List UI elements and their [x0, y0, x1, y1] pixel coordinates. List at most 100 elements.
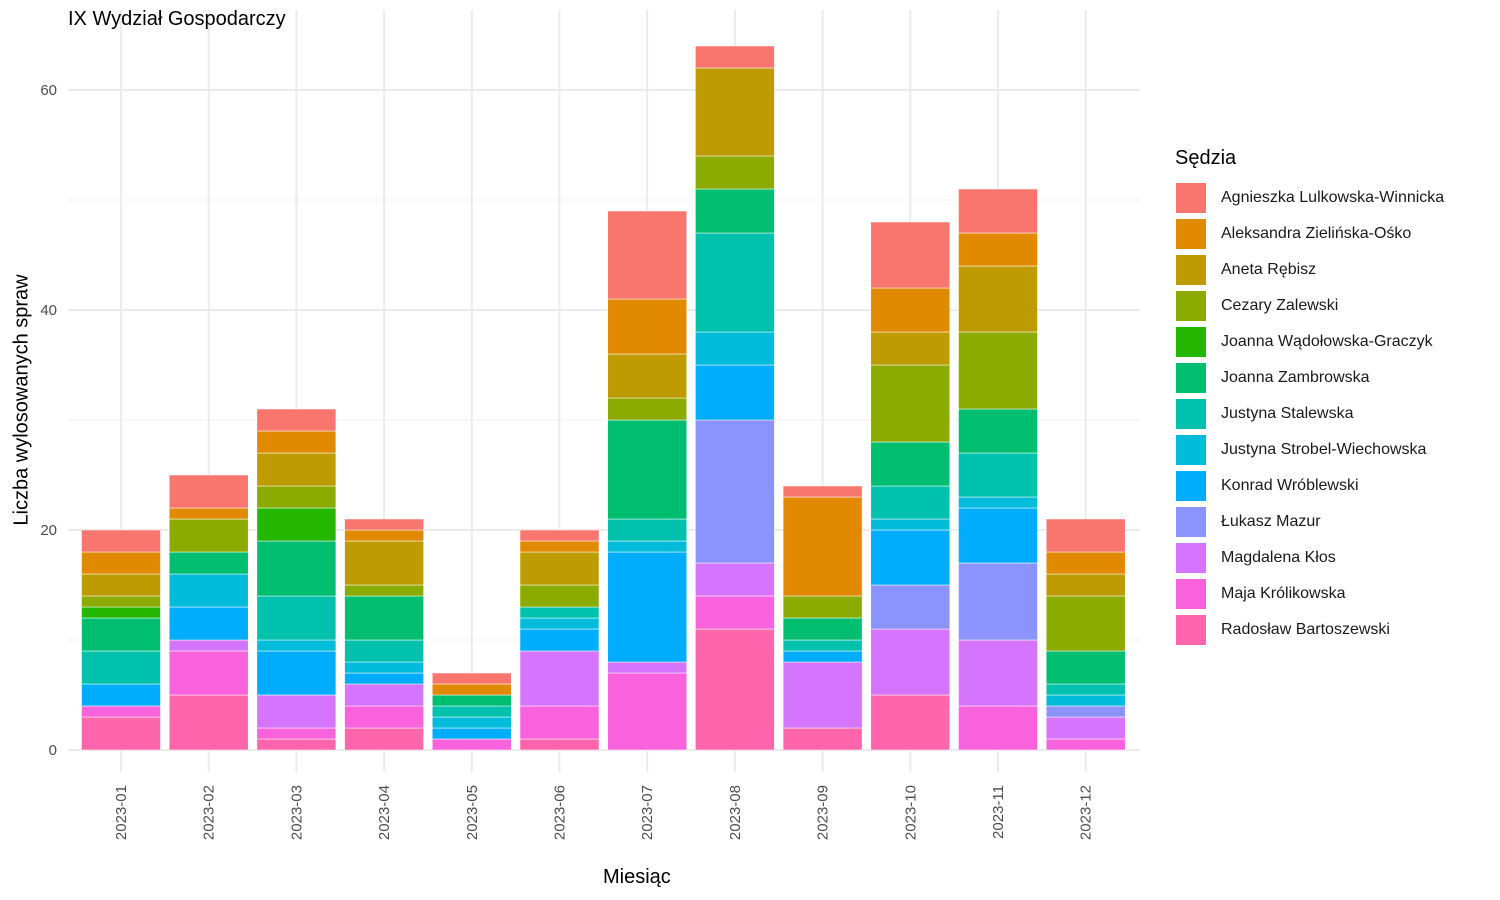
- legend-key-swatch: [1175, 434, 1207, 466]
- x-tick-label: 2023-10: [902, 785, 919, 840]
- bar-segment: [607, 397, 687, 421]
- bar-segment: [607, 210, 687, 300]
- legend-item: Łukasz Mazur: [1175, 504, 1444, 540]
- bar-segment: [344, 518, 424, 531]
- bar-segment: [256, 452, 337, 487]
- legend-key-swatch: [1175, 362, 1207, 394]
- bar-segment: [1045, 738, 1126, 751]
- y-tick-label: 20: [40, 522, 57, 539]
- bar-segment: [168, 551, 249, 575]
- legend-items: Agnieszka Lulkowska-Winnicka Aleksandra Z…: [1175, 180, 1444, 648]
- bar-segment: [782, 485, 863, 498]
- bar-segment: [519, 606, 600, 619]
- bar-segment: [870, 287, 951, 333]
- legend-label: Cezary Zalewski: [1221, 297, 1339, 314]
- bars: [81, 45, 1126, 751]
- bar-segment: [958, 408, 1038, 454]
- legend-label: Joanna Zambrowska: [1221, 369, 1370, 386]
- bar-segment: [519, 705, 600, 740]
- bar-segment: [958, 496, 1038, 509]
- legend-item: Radosław Bartoszewski: [1175, 612, 1444, 648]
- bar-segment: [519, 551, 600, 586]
- bar-segment: [81, 617, 161, 652]
- bar-segment: [519, 540, 600, 553]
- bar-segment: [958, 562, 1038, 641]
- legend-key-swatch: [1175, 218, 1207, 250]
- bar-segment: [256, 595, 337, 641]
- bar-segment: [344, 639, 424, 663]
- bar-segment: [958, 507, 1038, 564]
- bar-segment: [1045, 551, 1126, 575]
- legend-key-swatch: [1175, 398, 1207, 430]
- x-tick-label: 2023-07: [639, 785, 656, 840]
- bar-segment: [695, 188, 775, 234]
- bar-segment: [782, 617, 863, 641]
- x-tick-label: 2023-09: [815, 785, 832, 840]
- legend-label: Joanna Wądołowska-Graczyk: [1221, 333, 1433, 350]
- bar-segment: [1045, 705, 1126, 718]
- bar-segment: [344, 727, 424, 751]
- y-tick-labels: 0 20 40 60: [40, 82, 57, 759]
- x-tick-label: 2023-01: [113, 785, 130, 840]
- bar-segment: [256, 485, 337, 509]
- bar-segment: [870, 584, 951, 630]
- bar-segment: [782, 650, 863, 663]
- bar-segment: [168, 606, 249, 641]
- legend-key-swatch: [1175, 182, 1207, 214]
- bar-segment: [81, 683, 161, 707]
- legend-item: Magdalena Kłos: [1175, 540, 1444, 576]
- bar-segment: [256, 408, 337, 432]
- bar-segment: [607, 518, 687, 542]
- legend-item: Maja Królikowska: [1175, 576, 1444, 612]
- bar-segment: [695, 419, 775, 564]
- bar-segment: [256, 738, 337, 751]
- bar-segment: [344, 683, 424, 707]
- bar-segment: [344, 705, 424, 729]
- legend-label: Radosław Bartoszewski: [1221, 621, 1390, 638]
- bar-segment: [81, 606, 161, 619]
- bar-segment: [256, 650, 337, 696]
- bar-segment: [1045, 518, 1126, 553]
- legend: Sędzia Agnieszka Lulkowska-Winnicka Aleks…: [1175, 147, 1444, 648]
- bar-segment: [81, 551, 161, 575]
- bar-segment: [695, 45, 775, 69]
- bar-segment: [695, 562, 775, 597]
- bar-segment: [432, 738, 512, 751]
- legend-label: Maja Królikowska: [1221, 585, 1346, 602]
- bar-segment: [870, 529, 951, 586]
- bar-segment: [695, 155, 775, 190]
- bar-segment: [168, 694, 249, 751]
- x-tick-label: 2023-08: [727, 785, 744, 840]
- bar-segment: [81, 595, 161, 608]
- legend-label: Justyna Stalewska: [1221, 405, 1354, 422]
- bar-segment: [344, 672, 424, 685]
- bar-segment: [519, 529, 600, 542]
- x-tick-label: 2023-04: [376, 785, 393, 840]
- bar-segment: [81, 705, 161, 718]
- bar-segment: [168, 650, 249, 696]
- legend-key-swatch: [1175, 506, 1207, 538]
- legend-label: Konrad Wróblewski: [1221, 477, 1359, 494]
- bar-segment: [695, 232, 775, 333]
- bar-segment: [519, 628, 600, 652]
- y-tick-label: 0: [49, 742, 57, 759]
- bar-segment: [958, 232, 1038, 267]
- legend-item: Joanna Wądołowska-Graczyk: [1175, 324, 1444, 360]
- x-tick-label: 2023-06: [552, 785, 569, 840]
- bar-segment: [81, 716, 161, 751]
- bar-segment: [695, 595, 775, 630]
- bar-segment: [870, 518, 951, 531]
- bar-segment: [519, 738, 600, 751]
- y-axis-label: Liczba wylosowanych spraw: [10, 274, 33, 526]
- bar-segment: [695, 331, 775, 366]
- legend-item: Justyna Strobel-Wiechowska: [1175, 432, 1444, 468]
- bar-segment: [81, 529, 161, 553]
- bar-segment: [1045, 694, 1126, 707]
- x-tick-label: 2023-12: [1078, 785, 1095, 840]
- legend-item: Joanna Zambrowska: [1175, 360, 1444, 396]
- bar-segment: [432, 705, 512, 718]
- bar-segment: [256, 507, 337, 542]
- bar-segment: [1045, 716, 1126, 740]
- bar-segment: [168, 507, 249, 520]
